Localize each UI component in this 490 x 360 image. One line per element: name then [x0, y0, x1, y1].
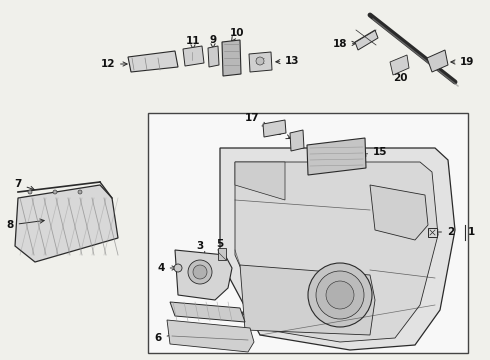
Text: 12: 12	[100, 59, 127, 69]
Text: 15: 15	[362, 147, 388, 157]
Bar	[428, 228, 437, 237]
Polygon shape	[427, 50, 448, 72]
Circle shape	[316, 271, 364, 319]
Text: 18: 18	[333, 39, 356, 49]
Polygon shape	[222, 40, 241, 76]
Circle shape	[308, 263, 372, 327]
Text: 7: 7	[14, 179, 34, 190]
Text: 4: 4	[157, 263, 176, 273]
Polygon shape	[390, 55, 409, 75]
Text: 8: 8	[6, 219, 44, 230]
Text: 19: 19	[451, 57, 474, 67]
Circle shape	[53, 190, 57, 194]
Text: 16: 16	[269, 127, 291, 139]
Polygon shape	[15, 185, 118, 262]
Text: 14: 14	[241, 308, 269, 318]
Polygon shape	[235, 162, 438, 342]
Text: 9: 9	[209, 35, 217, 48]
Circle shape	[188, 260, 212, 284]
Circle shape	[174, 264, 182, 272]
Polygon shape	[220, 148, 455, 350]
Text: 11: 11	[186, 36, 200, 49]
Circle shape	[193, 265, 207, 279]
Text: 10: 10	[230, 28, 244, 41]
Polygon shape	[208, 46, 219, 67]
Text: 17: 17	[245, 113, 267, 126]
Text: 1: 1	[467, 227, 475, 237]
Polygon shape	[128, 51, 178, 72]
Bar	[148, 113, 468, 353]
Polygon shape	[307, 138, 366, 175]
Polygon shape	[175, 250, 232, 300]
Polygon shape	[263, 120, 286, 137]
Circle shape	[78, 190, 82, 194]
Polygon shape	[240, 265, 375, 335]
Text: 3: 3	[196, 241, 205, 256]
Text: 13: 13	[276, 56, 299, 66]
Polygon shape	[183, 46, 204, 66]
Polygon shape	[170, 302, 245, 322]
Polygon shape	[167, 320, 254, 352]
Circle shape	[256, 57, 264, 65]
Polygon shape	[235, 162, 285, 200]
Text: 5: 5	[217, 239, 223, 255]
Text: 20: 20	[393, 73, 407, 83]
Polygon shape	[355, 30, 378, 50]
Circle shape	[28, 190, 32, 194]
Polygon shape	[249, 52, 272, 72]
Text: 6: 6	[154, 333, 173, 343]
Text: 2: 2	[434, 227, 454, 237]
Polygon shape	[290, 130, 304, 151]
Circle shape	[326, 281, 354, 309]
Bar	[218, 248, 226, 260]
Polygon shape	[370, 185, 428, 240]
